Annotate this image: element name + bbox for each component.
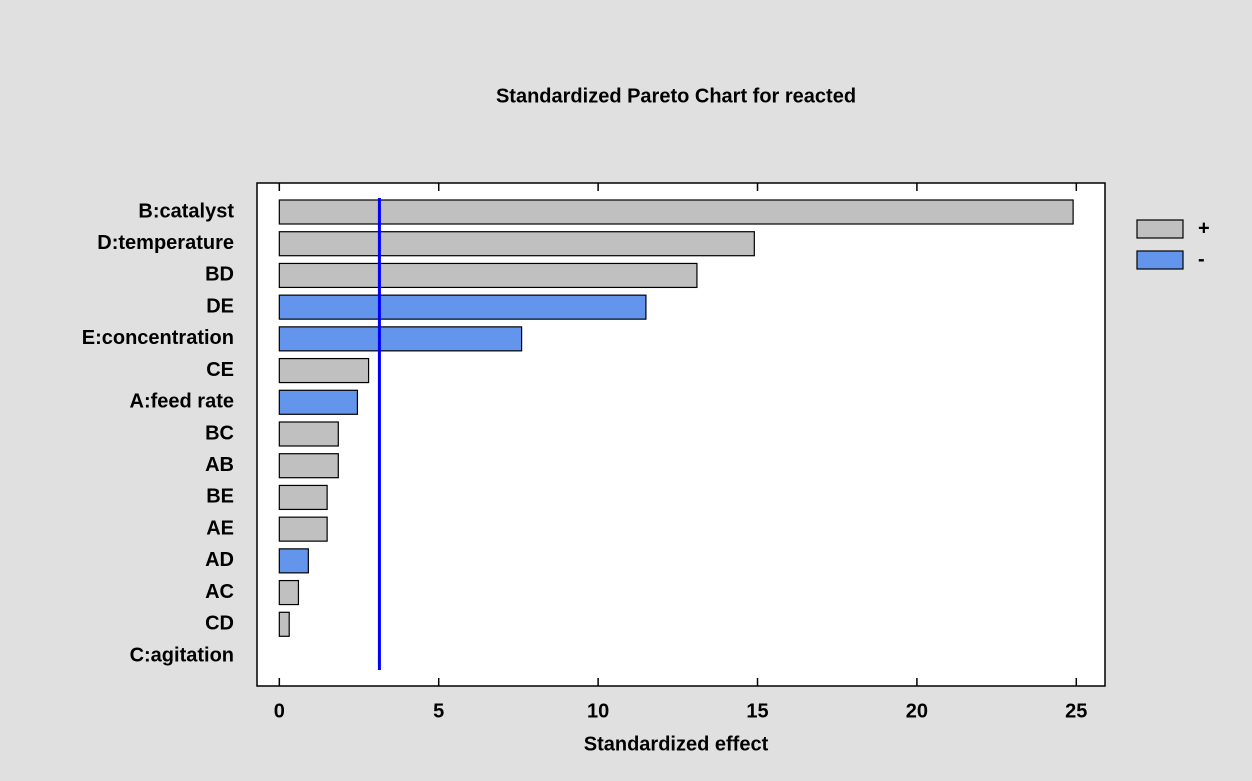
y-tick-label: A:feed rate — [130, 391, 234, 413]
bar — [278, 326, 523, 352]
legend-label: - — [1198, 248, 1205, 270]
plot-area — [256, 182, 1106, 687]
bar — [278, 294, 647, 320]
bar — [278, 548, 309, 574]
x-tick-label: 0 — [274, 700, 285, 722]
bar — [278, 262, 698, 289]
legend-swatch — [1136, 219, 1184, 239]
y-tick-label: BE — [206, 486, 234, 508]
x-tick-label: 5 — [433, 700, 444, 722]
y-tick-label: B:catalyst — [138, 200, 234, 222]
bar — [278, 199, 1074, 225]
bar — [278, 389, 359, 415]
y-tick-label: BD — [205, 264, 234, 286]
x-tick-label: 15 — [746, 700, 768, 722]
bar — [278, 231, 755, 257]
y-tick-label: BC — [205, 422, 234, 444]
bar — [278, 357, 370, 384]
chart-title: Standardized Pareto Chart for reacted — [496, 85, 856, 107]
x-tick-label: 10 — [587, 700, 609, 722]
bar — [278, 579, 300, 606]
legend-swatch — [1136, 250, 1184, 270]
y-tick-label: AE — [206, 517, 234, 539]
bar — [278, 453, 339, 479]
x-axis-title: Standardized effect — [584, 733, 769, 755]
bar — [278, 484, 328, 511]
y-tick-label: AC — [205, 581, 234, 603]
y-tick-label: D:temperature — [97, 232, 234, 254]
x-tick-label: 25 — [1065, 700, 1087, 722]
y-tick-label: CD — [205, 613, 234, 635]
y-tick-label: AD — [205, 549, 234, 571]
y-tick-label: C:agitation — [130, 644, 234, 666]
y-tick-label: CE — [206, 359, 234, 381]
legend-label: + — [1198, 217, 1210, 239]
bar — [278, 611, 290, 637]
bar — [278, 516, 328, 542]
y-tick-label: AB — [205, 454, 234, 476]
y-tick-label: DE — [206, 295, 234, 317]
y-tick-label: E:concentration — [82, 327, 234, 349]
bar — [278, 421, 339, 447]
x-tick-label: 20 — [906, 700, 928, 722]
